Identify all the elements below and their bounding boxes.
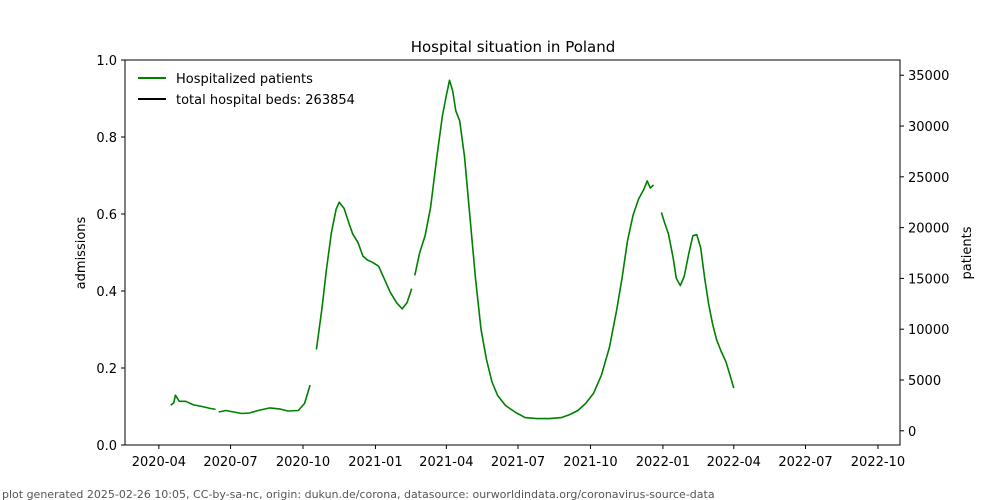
x-tick-label: 2022-04: [707, 455, 761, 470]
y-right-tick-label: 20000: [908, 222, 949, 237]
y-right-tick-label: 0: [908, 425, 916, 440]
y-left-tick-label: 1.0: [96, 54, 117, 69]
chart-title: Hospital situation in Poland: [411, 38, 616, 56]
y-left-tick-label: 0.4: [96, 285, 117, 300]
y-right-tick-label: 5000: [908, 374, 941, 389]
y-right-tick-label: 15000: [908, 272, 949, 287]
series-line-hospitalized-segment-5: [660, 212, 735, 389]
y-left-tick-label: 0.8: [96, 131, 117, 146]
plot-area: [124, 59, 901, 446]
x-tick-label: 2021-07: [491, 455, 545, 470]
footer-note: plot generated 2025-02-26 10:05, CC-by-s…: [2, 488, 715, 500]
x-tick-label: 2022-07: [778, 455, 832, 470]
y-left-tick-label: 0.0: [96, 439, 117, 454]
y-axis-right: 0 5000 10000 15000 20000 25000 30000 35000: [900, 69, 949, 440]
y-left-tick-label: 0.2: [96, 362, 117, 377]
series-line-hospitalized-segment-1: [170, 394, 216, 411]
legend-label-total-beds: total hospital beds: 263854: [176, 93, 355, 108]
y-right-tick-label: 30000: [908, 120, 949, 135]
x-tick-label: 2022-10: [851, 455, 905, 470]
series-line-hospitalized-segment-4: [414, 79, 655, 420]
series-line-hospitalized-segment-3: [315, 201, 413, 350]
x-tick-label: 2021-01: [348, 455, 402, 470]
y-axis-left-label: admissions: [74, 216, 89, 289]
y-right-tick-label: 35000: [908, 69, 949, 84]
y-axis-left: 0.0 0.2 0.4 0.6 0.8 1.0: [96, 54, 125, 454]
series-line-hospitalized-segment-2: [218, 384, 311, 415]
x-tick-label: 2020-10: [276, 455, 330, 470]
y-axis-right-label: patients: [960, 226, 975, 279]
y-right-tick-label: 25000: [908, 171, 949, 186]
legend: Hospitalized patients total hospital bed…: [138, 72, 355, 108]
x-tick-label: 2020-07: [203, 455, 257, 470]
x-tick-label: 2020-04: [132, 455, 186, 470]
x-axis: 2020-04 2020-07 2020-10 2021-01 2021-04 2021-…: [132, 445, 905, 470]
x-tick-label: 2021-04: [419, 455, 473, 470]
legend-label-hospitalized: Hospitalized patients: [176, 72, 313, 87]
y-right-tick-label: 10000: [908, 323, 949, 338]
y-left-tick-label: 0.6: [96, 208, 117, 223]
x-tick-label: 2021-10: [563, 455, 617, 470]
series-layer: [170, 79, 735, 420]
x-tick-label: 2022-01: [636, 455, 690, 470]
